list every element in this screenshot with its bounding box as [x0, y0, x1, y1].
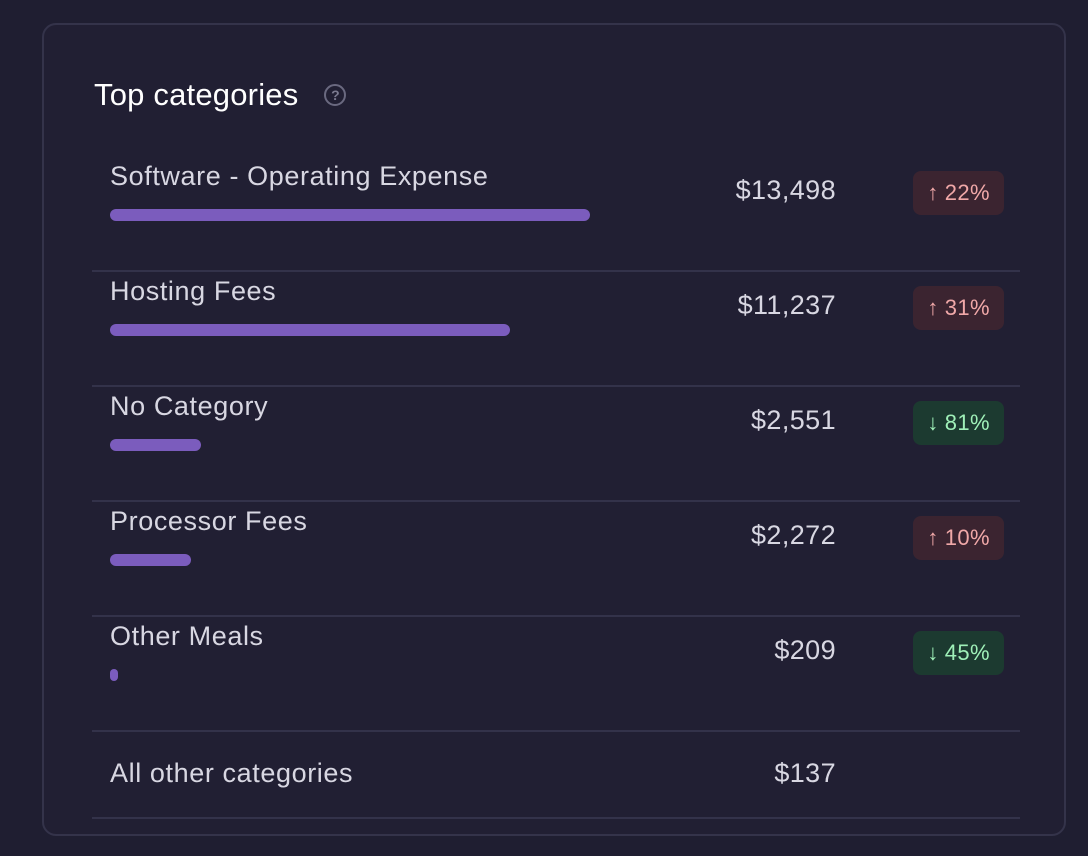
category-amount: $2,272 [751, 520, 836, 550]
other-categories-amount: $137 [774, 758, 836, 788]
category-name: Other Meals [110, 621, 264, 651]
category-row[interactable]: Software - Operating Expense $13,498 ↑ 2… [92, 157, 1020, 272]
category-row[interactable]: Processor Fees $2,272 ↑ 10% [92, 502, 1020, 617]
category-row[interactable]: No Category $2,551 ↓ 81% [92, 387, 1020, 502]
change-arrow-icon: ↓ [927, 410, 939, 435]
change-percent: 22% [944, 180, 990, 205]
category-list: Software - Operating Expense $13,498 ↑ 2… [92, 157, 1020, 819]
category-amount: $11,237 [737, 290, 836, 320]
change-badge: ↑ 22% [913, 171, 1004, 215]
change-badge: ↑ 10% [913, 516, 1004, 560]
other-categories-row[interactable]: All other categories $137 [92, 732, 1020, 819]
change-percent: 45% [944, 640, 990, 665]
category-amount: $209 [774, 635, 836, 665]
other-categories-name: All other categories [110, 758, 354, 788]
category-bar [110, 669, 118, 681]
change-badge: ↑ 31% [913, 286, 1004, 330]
category-amount: $13,498 [735, 175, 836, 205]
change-percent: 31% [944, 295, 990, 320]
category-name: No Category [110, 391, 269, 421]
category-row[interactable]: Other Meals $209 ↓ 45% [92, 617, 1020, 732]
top-categories-card: Top categories ? Software - Operating Ex… [42, 23, 1066, 836]
category-name: Software - Operating Expense [110, 161, 489, 191]
change-arrow-icon: ↑ [927, 525, 939, 550]
card-header: Top categories ? [94, 77, 347, 113]
change-badge: ↓ 45% [913, 631, 1004, 675]
category-amount: $2,551 [751, 405, 836, 435]
category-bar [110, 209, 590, 221]
change-arrow-icon: ↑ [927, 180, 939, 205]
category-bar [110, 439, 201, 451]
change-arrow-icon: ↓ [927, 640, 939, 665]
category-rows: Software - Operating Expense $13,498 ↑ 2… [92, 157, 1020, 732]
card-title: Top categories [94, 77, 299, 112]
category-row[interactable]: Hosting Fees $11,237 ↑ 31% [92, 272, 1020, 387]
category-bar [110, 554, 191, 566]
category-bar [110, 324, 510, 336]
question-icon[interactable]: ? [324, 84, 347, 106]
category-name: Processor Fees [110, 506, 308, 536]
change-percent: 10% [944, 525, 990, 550]
change-arrow-icon: ↑ [927, 295, 939, 320]
category-name: Hosting Fees [110, 276, 277, 306]
change-badge: ↓ 81% [913, 401, 1004, 445]
change-percent: 81% [944, 410, 990, 435]
